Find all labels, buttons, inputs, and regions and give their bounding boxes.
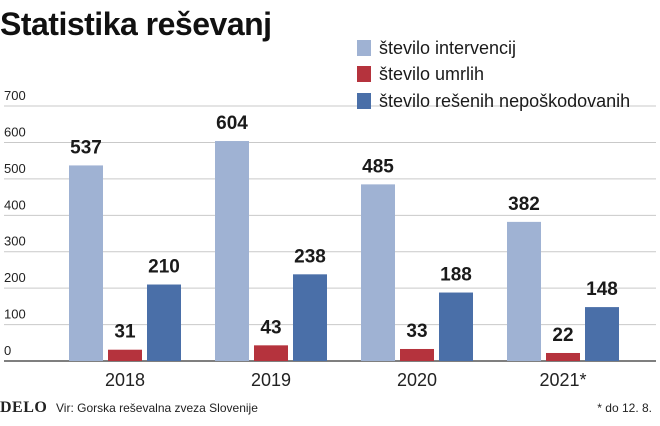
footnote: * do 12. 8. xyxy=(597,401,652,415)
data-label: 537 xyxy=(70,137,102,158)
data-label: 188 xyxy=(440,265,472,286)
y-axis-ticks: 0 100 200 300 400 500 600 700 xyxy=(4,88,26,358)
bar xyxy=(108,349,142,361)
source-note: Vir: Gorska reševalna zveza Slovenije xyxy=(56,401,258,415)
category-label: 2019 xyxy=(251,370,291,390)
bar xyxy=(215,141,249,361)
bar xyxy=(147,284,181,361)
chart-title: Statistika reševanj xyxy=(0,6,272,42)
publisher-logo: DELO xyxy=(0,399,48,416)
legend-swatch xyxy=(357,40,371,56)
footer: DELO Vir: Gorska reševalna zveza Sloveni… xyxy=(0,396,660,422)
data-label: 148 xyxy=(586,279,618,300)
category-label: 2018 xyxy=(105,370,145,390)
bar xyxy=(546,352,580,361)
data-label: 210 xyxy=(148,257,180,278)
bar xyxy=(585,307,619,361)
y-tick-label: 400 xyxy=(4,197,26,212)
data-label: 604 xyxy=(216,113,248,134)
data-label: 43 xyxy=(260,317,281,338)
legend-label: število intervencij xyxy=(379,38,516,58)
data-label: 22 xyxy=(552,325,573,346)
data-label: 31 xyxy=(114,322,136,343)
legend-swatch xyxy=(357,66,371,82)
y-tick-label: 700 xyxy=(4,88,26,103)
category-label: 2021* xyxy=(539,370,586,390)
y-tick-label: 300 xyxy=(4,234,26,249)
bar xyxy=(254,345,288,361)
bar xyxy=(507,221,541,361)
legend-label: število umrlih xyxy=(379,64,484,84)
legend-swatch xyxy=(357,93,371,109)
data-labels: 537 31 210 604 43 238 485 33 188 382 22 148 xyxy=(70,113,618,346)
bar xyxy=(69,165,103,361)
data-label: 485 xyxy=(362,156,394,177)
bar xyxy=(293,274,327,361)
data-label: 33 xyxy=(406,321,427,342)
bar-chart: 0 100 200 300 400 500 600 700 537 31 210 604 43 238 4… xyxy=(4,38,656,390)
data-label: 382 xyxy=(508,194,540,215)
legend-label: število rešenih nepoškodovanih xyxy=(379,91,630,111)
bars xyxy=(69,141,619,361)
bar xyxy=(361,184,395,361)
y-tick-label: 0 xyxy=(4,343,11,358)
category-labels: 2018 2019 2020 2021* xyxy=(105,370,587,390)
bar xyxy=(400,348,434,361)
legend: število intervencij število umrlih število… xyxy=(357,38,630,111)
category-label: 2020 xyxy=(397,370,437,390)
y-tick-label: 500 xyxy=(4,161,26,176)
y-tick-label: 600 xyxy=(4,124,26,139)
data-label: 238 xyxy=(294,246,326,267)
y-tick-label: 100 xyxy=(4,307,26,322)
y-tick-label: 200 xyxy=(4,270,26,285)
bar xyxy=(439,292,473,361)
